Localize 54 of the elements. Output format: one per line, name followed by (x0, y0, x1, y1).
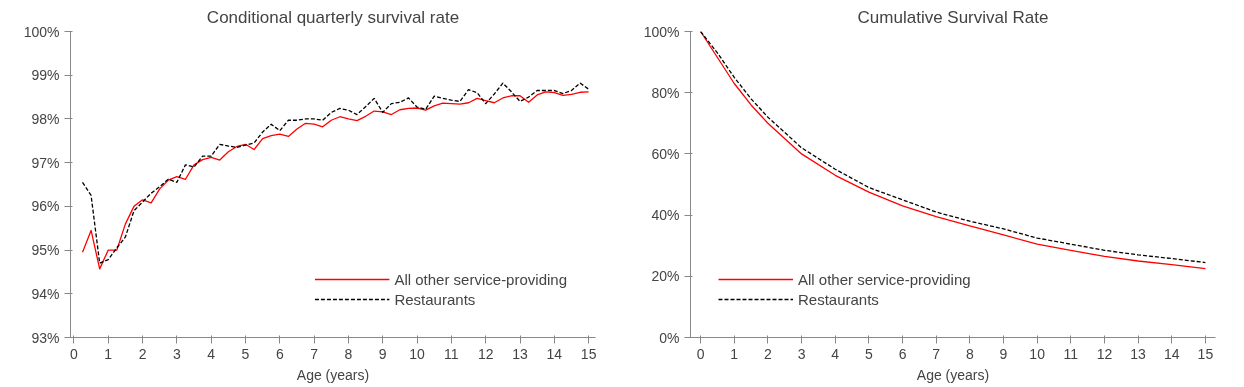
x-tick-label: 5 (864, 345, 873, 362)
x-tick-label: 6 (275, 345, 284, 362)
x-tick-label: 8 (965, 345, 974, 362)
y-tick-label: 95% (31, 242, 60, 259)
y-tick-label: 96% (31, 198, 60, 215)
x-tick-label: 15 (580, 345, 597, 362)
chart-title: Cumulative Survival Rate (857, 7, 1049, 27)
x-tick-label: 7 (932, 345, 941, 362)
x-tick-label: 3 (172, 345, 181, 362)
legend-label: Restaurants (394, 290, 476, 308)
y-tick-label: 97% (31, 154, 60, 171)
x-tick-label: 0 (70, 345, 79, 362)
x-tick-label: 13 (1130, 345, 1147, 362)
x-tick-label: 1 (730, 345, 739, 362)
x-tick-label: 13 (512, 345, 529, 362)
x-tick-label: 14 (1163, 345, 1180, 362)
x-tick-label: 1 (104, 345, 113, 362)
x-tick-label: 11 (1063, 345, 1079, 362)
y-tick-label: 99% (31, 67, 60, 84)
x-tick-label: 9 (378, 345, 387, 362)
legend-label: Restaurants (798, 290, 879, 308)
y-tick-label: 94% (31, 285, 60, 302)
x-tick-label: 9 (999, 345, 1008, 362)
legend-label: All other service-providing (394, 270, 567, 288)
x-tick-label: 15 (1197, 345, 1214, 362)
x-axis-title: Age (years) (916, 366, 990, 383)
x-tick-label: 11 (444, 345, 459, 362)
y-tick-label: 40% (651, 207, 680, 224)
x-tick-label: 14 (546, 345, 563, 362)
x-axis-title: Age (years) (296, 366, 370, 383)
x-tick-label: 4 (831, 345, 840, 362)
x-tick-label: 2 (138, 345, 147, 362)
chart-title: Conditional quarterly survival rate (206, 7, 460, 27)
x-tick-label: 3 (797, 345, 806, 362)
legend-label: All other service-providing (798, 270, 971, 288)
x-tick-label: 0 (696, 345, 705, 362)
x-tick-label: 10 (409, 345, 426, 362)
x-tick-label: 2 (764, 345, 773, 362)
y-tick-label: 0% (659, 329, 680, 346)
x-tick-label: 12 (477, 345, 494, 362)
x-tick-label: 4 (207, 345, 216, 362)
x-tick-label: 7 (310, 345, 319, 362)
x-tick-label: 10 (1029, 345, 1046, 362)
y-tick-label: 100% (643, 23, 680, 40)
x-tick-label: 8 (344, 345, 353, 362)
x-tick-label: 6 (898, 345, 907, 362)
x-tick-label: 12 (1096, 345, 1113, 362)
y-tick-label: 60% (651, 145, 680, 162)
y-tick-label: 80% (651, 84, 680, 101)
y-tick-label: 93% (31, 329, 60, 346)
y-tick-label: 100% (23, 23, 60, 40)
y-tick-label: 98% (31, 110, 60, 127)
y-tick-label: 20% (651, 268, 680, 285)
x-tick-label: 5 (241, 345, 250, 362)
